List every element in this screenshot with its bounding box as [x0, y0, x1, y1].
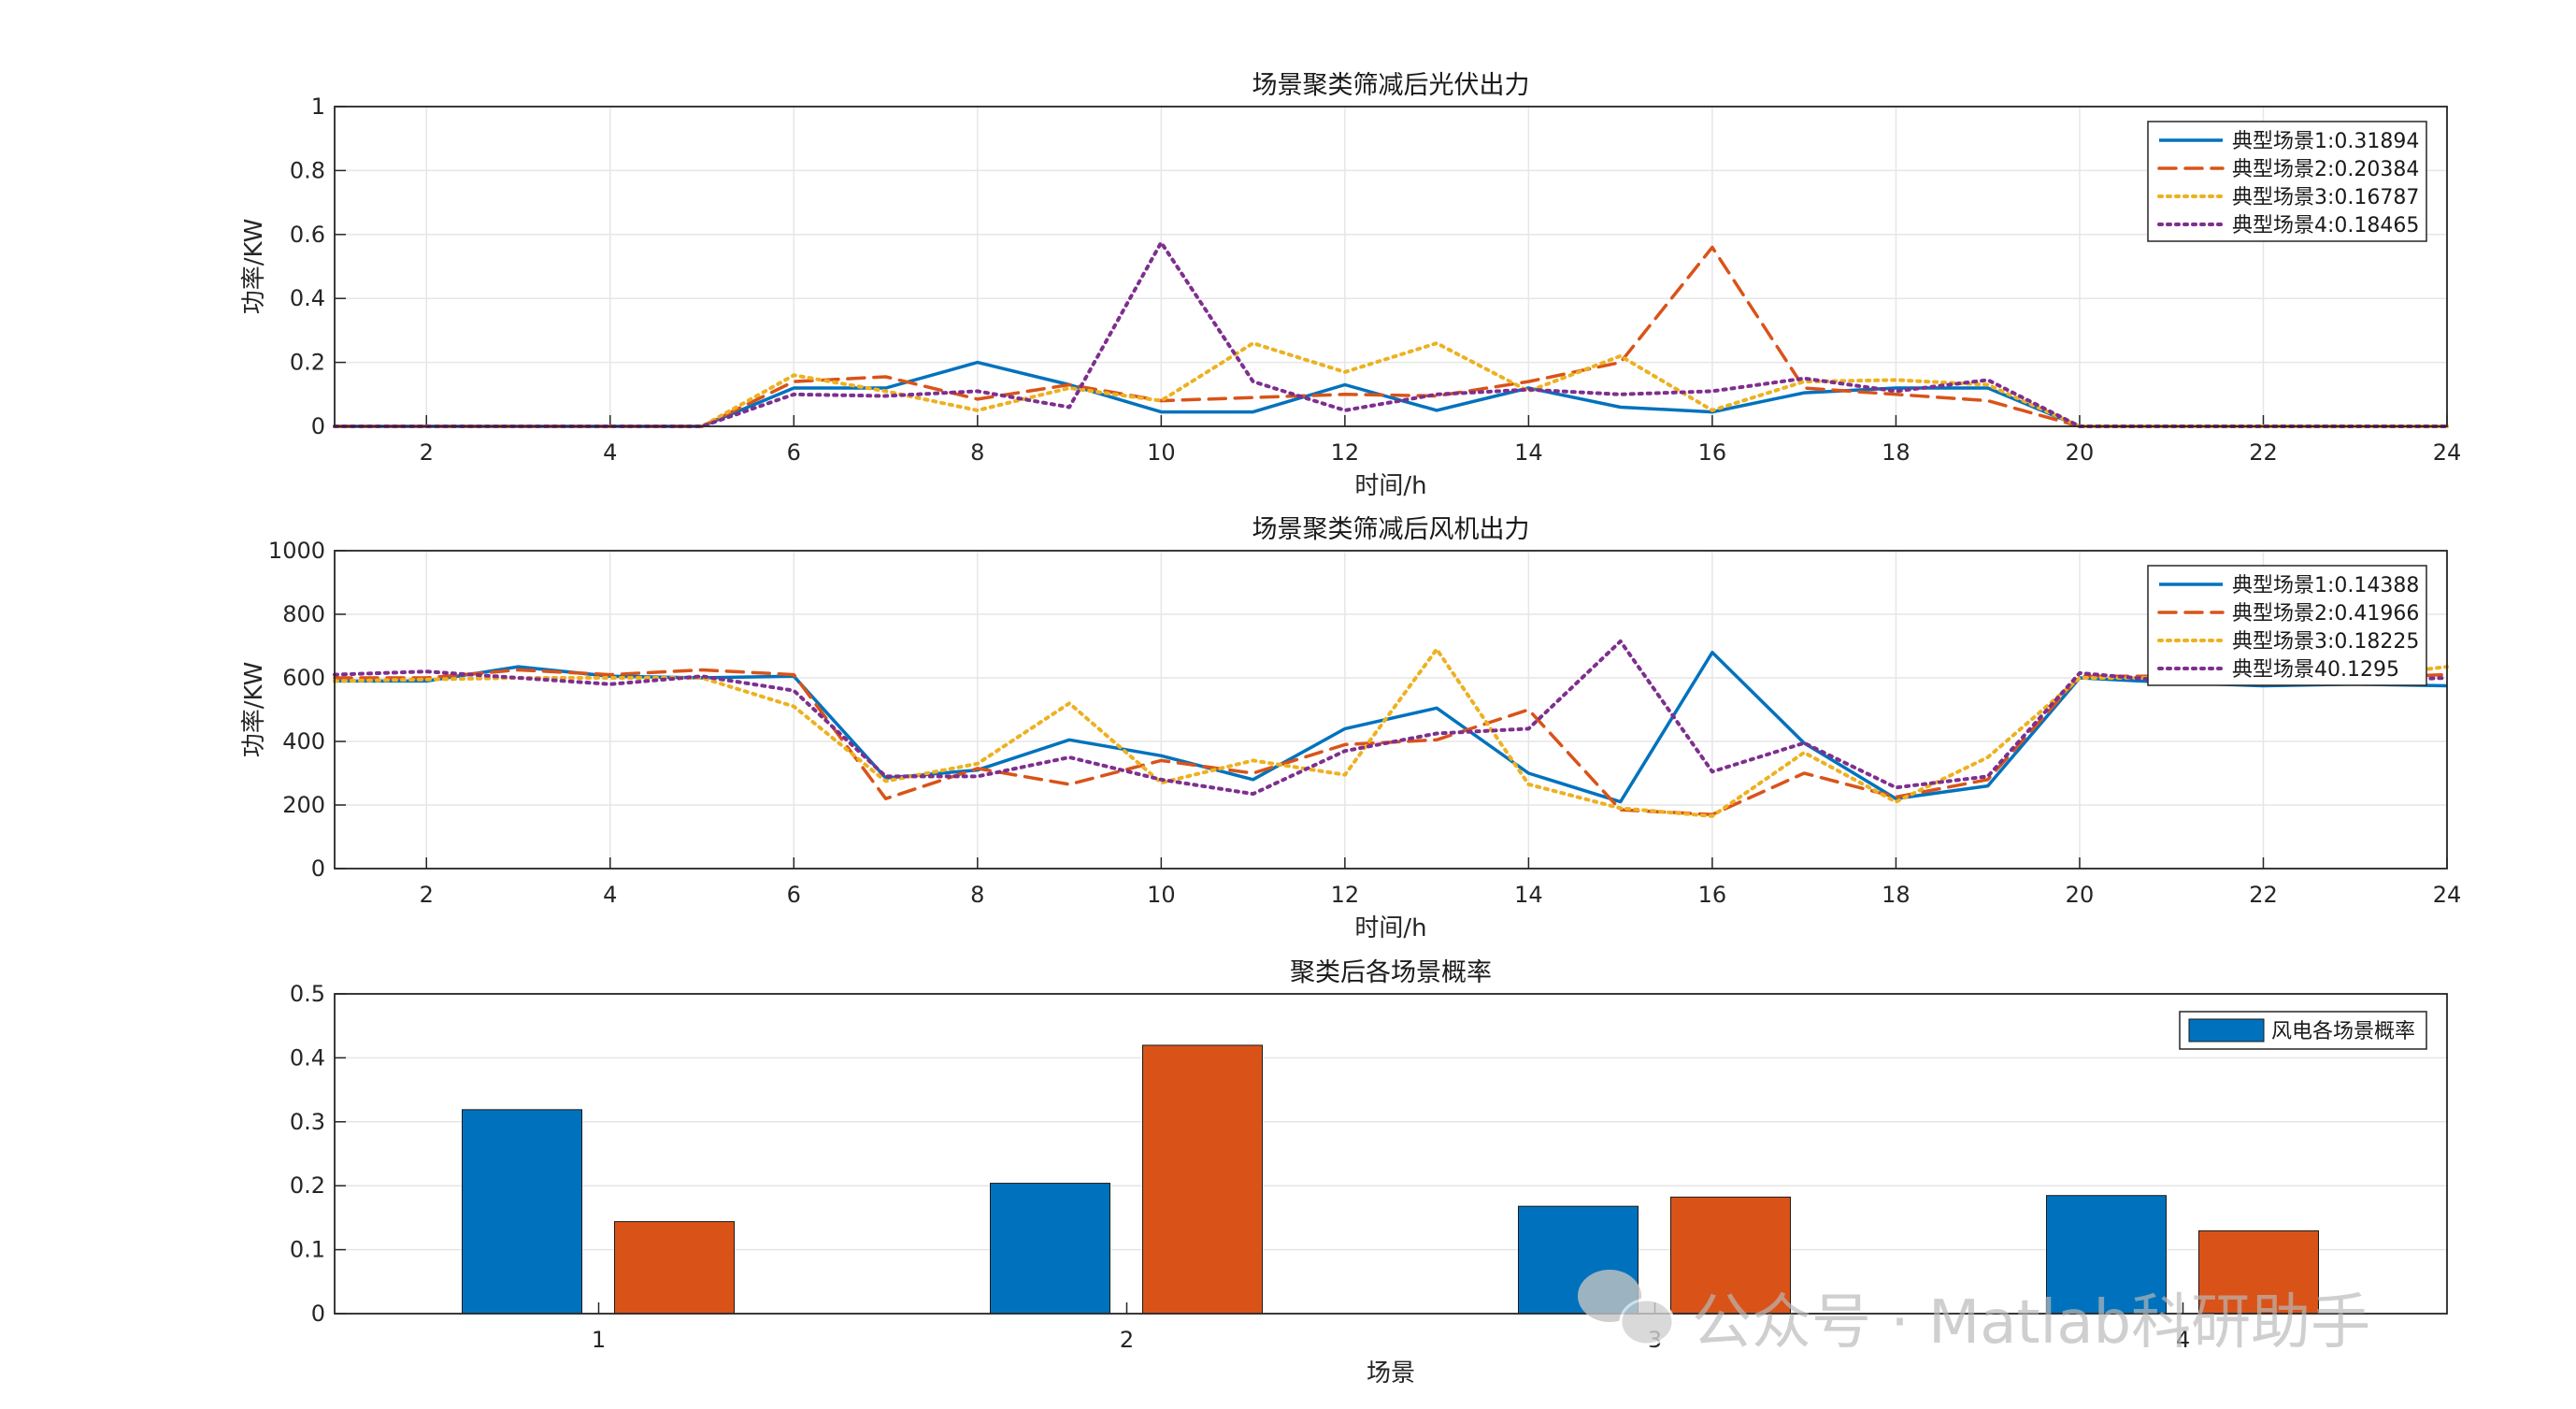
x-tick-label: 4	[603, 439, 617, 466]
x-tick-label: 14	[1514, 439, 1543, 466]
x-tick-label: 20	[2066, 882, 2095, 908]
axes-box	[334, 993, 2448, 1315]
y-tick-label: 600	[282, 665, 325, 691]
y-tick-label: 0.5	[290, 981, 325, 1007]
x-tick-label: 2	[1120, 1327, 1134, 1353]
x-tick-label: 4	[603, 882, 617, 908]
y-axis-label: 功率/KW	[240, 219, 268, 315]
series-line-4	[333, 639, 2449, 797]
x-tick-label: 16	[1698, 882, 1727, 908]
legend-label-2: 典型场景2:0.20384	[2232, 158, 2419, 181]
legend-label-2: 典型场景2:0.41966	[2232, 602, 2419, 625]
wechat-icon	[1578, 1270, 1675, 1346]
chart-title: 场景聚类筛减后风机出力	[1252, 515, 1530, 544]
x-tick-label: 6	[787, 439, 801, 466]
axes-box	[334, 550, 2448, 870]
x-tick-label: 12	[1331, 439, 1360, 466]
x-tick-label: 10	[1147, 439, 1176, 466]
legend: 典型场景1:0.31894 典型场景2:0.20384 典型场景3:0.16787 典…	[2147, 121, 2427, 242]
x-axis-label: 场景	[1367, 1359, 1415, 1387]
legend-label-1: 典型场景1:0.14388	[2232, 574, 2419, 597]
x-tick-label: 12	[1331, 882, 1360, 908]
legend: 风电各场景概率	[2179, 1011, 2427, 1050]
x-tick-label: 10	[1147, 882, 1176, 908]
x-tick-label: 16	[1698, 439, 1727, 466]
x-tick-label: 24	[2433, 882, 2462, 908]
x-tick-label: 6	[787, 882, 801, 908]
legend-label-3: 典型场景3:0.16787	[2232, 186, 2419, 209]
bar-3-series-2	[1670, 1196, 1791, 1315]
legend-swatch-1	[2188, 1018, 2265, 1042]
y-tick-label: 0.2	[290, 1172, 325, 1199]
y-tick-label: 0.4	[290, 1044, 325, 1071]
watermark: 公众号 · Matlab科研助手	[1578, 1270, 2370, 1358]
y-tick-label: 0.8	[290, 157, 325, 183]
x-tick-label: 8	[970, 439, 984, 466]
y-tick-label: 800	[282, 601, 325, 627]
y-tick-label: 0.6	[290, 222, 325, 248]
bar-2-series-2	[1142, 1044, 1263, 1315]
watermark-text: 公众号 · Matlab科研助手	[1692, 1288, 2370, 1358]
y-axis-label: 功率/KW	[240, 662, 268, 758]
x-tick-label: 22	[2249, 882, 2278, 908]
y-tick-label: 0.1	[290, 1237, 325, 1263]
x-tick-label: 22	[2249, 439, 2278, 466]
y-tick-label: 0.2	[290, 350, 325, 376]
y-tick-label: 0	[311, 1301, 325, 1327]
wechat-bubble-small	[1619, 1298, 1675, 1346]
y-tick-label: 1000	[268, 538, 325, 564]
x-tick-label: 14	[1514, 882, 1543, 908]
series-line-1	[335, 651, 2448, 804]
bar-1-series-1	[462, 1109, 582, 1315]
x-tick-label: 24	[2433, 439, 2462, 466]
y-tick-label: 0.4	[290, 285, 325, 311]
x-tick-label: 20	[2066, 439, 2095, 466]
x-axis-label: 时间/h	[1354, 914, 1426, 942]
axes-box	[334, 106, 2448, 427]
series-line-2	[333, 668, 2449, 816]
bar-4-series-1	[2046, 1195, 2167, 1315]
bar-2-series-1	[990, 1183, 1110, 1315]
y-tick-label: 200	[282, 792, 325, 818]
chart-title: 场景聚类筛减后光伏出力	[1252, 71, 1530, 100]
y-tick-label: 1	[311, 93, 325, 120]
y-tick-label: 0	[311, 855, 325, 882]
series-line-3	[333, 647, 2449, 818]
chart-title: 聚类后各场景概率	[1290, 958, 1492, 987]
legend-label-1: 风电各场景概率	[2271, 1020, 2415, 1043]
legend: 典型场景1:0.14388 典型场景2:0.41966 典型场景3:0.18225 典…	[2147, 565, 2427, 686]
x-tick-label: 18	[1882, 439, 1911, 466]
x-tick-label: 1	[592, 1327, 606, 1353]
legend-label-4: 典型场景40.1295	[2232, 658, 2399, 682]
x-tick-label: 2	[420, 882, 434, 908]
x-tick-label: 2	[420, 439, 434, 466]
legend-label-1: 典型场景1:0.31894	[2232, 130, 2419, 153]
x-tick-label: 4	[2176, 1327, 2190, 1353]
series-line-2	[333, 245, 2449, 428]
legend-label-3: 典型场景3:0.18225	[2232, 630, 2419, 654]
series-line-3	[333, 341, 2449, 428]
y-tick-label: 0	[311, 413, 325, 439]
x-tick-label: 18	[1882, 882, 1911, 908]
bar-1-series-2	[614, 1221, 735, 1315]
legend-label-4: 典型场景4:0.18465	[2232, 214, 2419, 237]
y-tick-label: 0.3	[290, 1109, 325, 1135]
x-axis-label: 时间/h	[1354, 472, 1426, 500]
x-tick-label: 8	[970, 882, 984, 908]
y-tick-label: 400	[282, 728, 325, 755]
